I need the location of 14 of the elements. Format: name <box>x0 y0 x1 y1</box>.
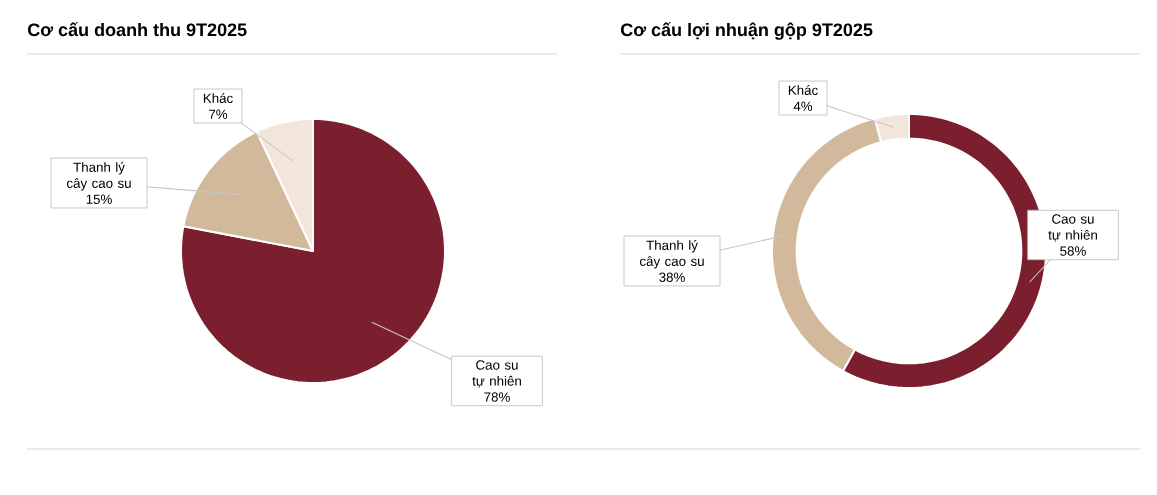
data-label: 38% <box>659 272 685 282</box>
data-label: 4% <box>793 101 813 111</box>
slice-label: Cao su tự nhiên <box>472 360 521 388</box>
chart-title: Cơ cấu doanh thu 9T2025 <box>28 22 247 37</box>
slice-label: Khác <box>203 93 233 103</box>
data-label: 15% <box>86 194 112 204</box>
slice-label: Thanh lý cây cao su <box>639 240 704 269</box>
chart-title: Cơ cấu lợi nhuận gộp 9T2025 <box>621 22 873 40</box>
data-label: 58% <box>1060 246 1086 256</box>
slice-label: Cao su tự nhiên <box>1048 214 1097 242</box>
slice-label: Khác <box>788 85 818 95</box>
slice-label: Thanh lý cây cao su <box>66 162 131 191</box>
data-label: 7% <box>209 109 228 119</box>
data-label: 78% <box>484 392 510 402</box>
